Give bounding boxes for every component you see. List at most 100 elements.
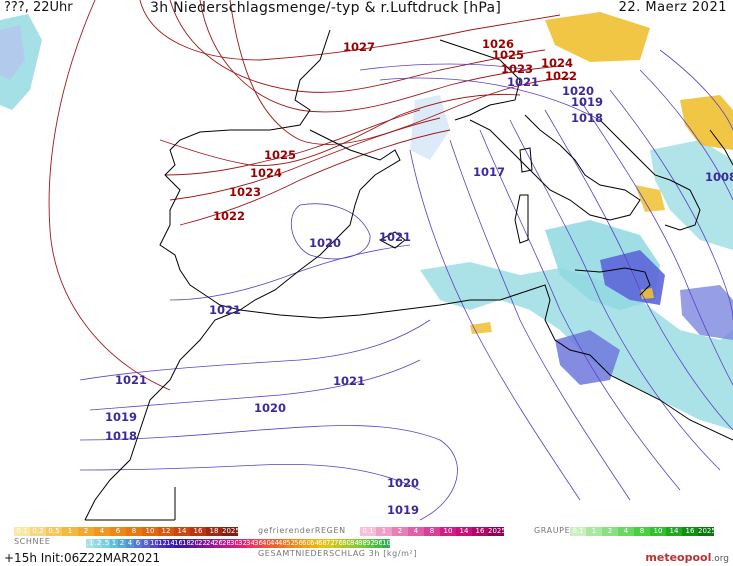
header-left-label: ???, 22Uhr (4, 0, 73, 15)
legend-swatch: 52 (286, 539, 295, 548)
legend-swatch: 64 (310, 539, 319, 548)
legend-swatch: 4 (408, 527, 424, 536)
isobar-label: 1025 (492, 48, 524, 62)
isobar-label: 1019 (105, 410, 137, 424)
legend-swatch: 2025+ (222, 527, 246, 536)
legend-swatch: 100 (382, 539, 396, 548)
legend-swatch: 0.2 (30, 527, 46, 536)
legend-swatch: 1 (62, 527, 78, 536)
legend-swatch: 12 (158, 539, 167, 548)
legend-swatch: 36 (254, 539, 263, 548)
snow-legend-label: SCHNEE (14, 537, 51, 546)
isobar-label: 1022 (545, 69, 577, 83)
legend-swatch: 8 (634, 527, 650, 536)
isobar-label: 1020 (254, 401, 286, 415)
isobar-label: 1020 (562, 84, 594, 98)
legend-swatch: 6 (134, 539, 142, 548)
legend-swatch: 14 (166, 539, 175, 548)
graupel-legend-label: GRAUPEL (534, 526, 576, 535)
isobar-label: 1018 (105, 429, 137, 443)
legend-swatch: 0.5 (46, 527, 62, 536)
legend-swatch: 4 (94, 527, 110, 536)
isobar-label: 1026 (482, 37, 514, 51)
legend-swatch: 10 (440, 527, 456, 536)
isobar-label: 1023 (229, 185, 261, 199)
legend-swatch: 4 (126, 539, 134, 548)
legend-swatch: 2 (602, 527, 618, 536)
isobar-label: 1022 (213, 209, 245, 223)
legend-swatch: 2 (78, 527, 94, 536)
legend-swatch: 14 (456, 527, 472, 536)
legend-swatch: 10 (650, 527, 666, 536)
legend-swatch: .2 (94, 539, 102, 548)
isobar-label: 1019 (387, 503, 419, 517)
isobar-label: 1018 (571, 111, 603, 125)
legend-swatch: 56 (294, 539, 303, 548)
isobar-label: 1020 (387, 476, 419, 490)
isobar-label: 1024 (250, 166, 282, 180)
legend-swatch: 8 (142, 539, 150, 548)
graupel-color-scale: 0.1 1 2 4 8 10 14 16 2025+ (570, 527, 722, 536)
legend-swatch: 14 (174, 527, 190, 536)
legend-swatch: 2025+ (488, 527, 512, 536)
map-title: 3h Niederschlagsmenge/-typ & r.Luftdruck… (150, 0, 502, 16)
isobar-label: 1027 (343, 40, 375, 54)
legend-swatch: 18 (206, 527, 222, 536)
legend-swatch: 10 (142, 527, 158, 536)
legend-swatch: 40 (262, 539, 271, 548)
legend-swatch: 72 (326, 539, 335, 548)
legend-swatch: 30 (230, 539, 239, 548)
freezing-rain-legend-label: gefrierenderREGEN (258, 526, 346, 535)
isobar-label: 1020 (309, 236, 341, 250)
legend-swatch: 18 (182, 539, 191, 548)
legend-swatch: 20 (190, 539, 199, 548)
legend-swatch: 8 (424, 527, 440, 536)
legend-swatch: 4 (618, 527, 634, 536)
legend-swatch: 1 (376, 527, 392, 536)
legend-swatch: 0.1 (360, 527, 376, 536)
legend-swatch: 80 (342, 539, 351, 548)
legend-swatch: 60 (302, 539, 311, 548)
legend-swatch: 12 (158, 527, 174, 536)
legend-swatch: 92 (366, 539, 375, 548)
precipitation-areas (0, 12, 733, 430)
isobar-label: 1021 (379, 230, 411, 244)
isobar-label: 1021 (507, 75, 539, 89)
map-date: 22. Maerz 2021 (618, 0, 727, 15)
legend-swatch: .1 (86, 539, 94, 548)
legend-swatch: 1 (110, 539, 118, 548)
isobar-label: 1019 (571, 95, 603, 109)
legend-swatch: 0.1 (14, 527, 30, 536)
logo-text: meteopool (645, 551, 712, 564)
legend-swatch: 14 (666, 527, 682, 536)
legend-swatch: 8 (126, 527, 142, 536)
legend-swatch: 22 (198, 539, 207, 548)
legend-swatch: 0.1 (570, 527, 586, 536)
legend-swatch: 16 (682, 527, 698, 536)
legend-swatch: 88 (358, 539, 367, 548)
isobar-label: 1021 (333, 374, 365, 388)
legend-swatch: 16 (472, 527, 488, 536)
legend-swatch: 10 (150, 539, 159, 548)
isobar-label: 1021 (209, 303, 241, 317)
isobar-label: 1024 (541, 56, 573, 70)
legend-swatch: 34 (246, 539, 255, 548)
isobars-high (48, 0, 571, 391)
legend-swatch: 16 (174, 539, 183, 548)
isobar-label: 1025 (264, 148, 296, 162)
legend-swatch: 96 (374, 539, 383, 548)
legend-swatch: 44 (270, 539, 279, 548)
legend-swatch: 28 (222, 539, 231, 548)
legend-swatch: 16 (190, 527, 206, 536)
legend-swatch: 2025+ (698, 527, 722, 536)
meteopool-logo: meteopool.org (645, 551, 729, 564)
isobar-label: 1008 (705, 170, 733, 184)
total-precipitation-legend-label: GESAMTNIEDERSCHLAG 3h [kg/m²] (258, 549, 418, 558)
logo-suffix: .org (711, 554, 729, 564)
legend-swatch: 1 (586, 527, 602, 536)
legend-swatch: .5 (102, 539, 110, 548)
total-precipitation-color-scale: .1.2.5 1 2 4 6 8 10 12 14 16 18 20 22 24 26 28 30 32 34 36 4… (86, 539, 396, 548)
isobar-labels: 1027 1026 1025 1024 1023 1022 1025 1024 … (105, 37, 733, 517)
isobars-low (79, 49, 733, 521)
